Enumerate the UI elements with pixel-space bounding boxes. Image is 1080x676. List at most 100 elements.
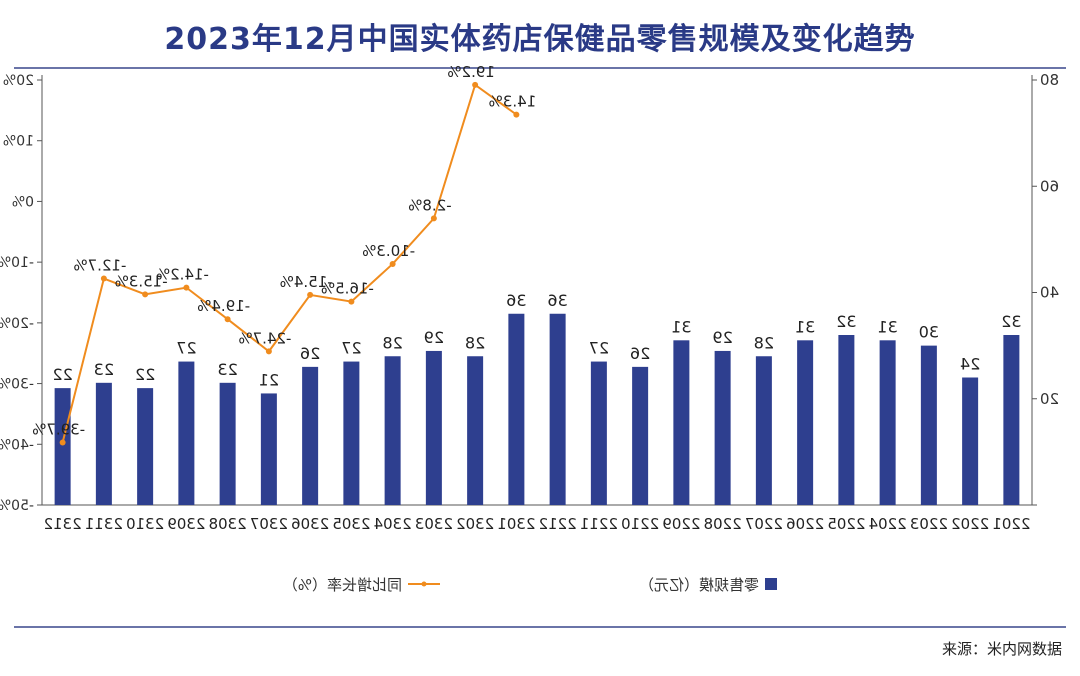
chart-title: 2023年12月中国实体药店保健品零售规模及变化趋势 [164, 22, 916, 57]
x-tick-label: 2208 [704, 515, 742, 533]
line-series [59, 81, 520, 446]
bar-value-label: 21 [259, 370, 279, 389]
x-tick-label: 2310 [126, 515, 164, 533]
line-point [59, 439, 66, 446]
bar [797, 340, 814, 505]
bar [302, 366, 319, 505]
x-tick-label: 2204 [869, 515, 907, 533]
line-value-label: -15.3% [115, 272, 168, 290]
line-value-label: -10.3% [362, 242, 415, 260]
bar [343, 361, 360, 505]
bar-value-label: 32 [1001, 312, 1021, 331]
bar-value-label: 22 [135, 365, 155, 384]
bar [467, 356, 484, 505]
bar [425, 350, 442, 505]
legend-line-label: 同比增长率（%） [283, 576, 402, 594]
x-tick-label: 2206 [786, 515, 824, 533]
bar [1003, 335, 1020, 505]
right-axis-tick-label: -50% [0, 498, 34, 514]
bar [755, 356, 772, 505]
legend: 零售规模（亿元） 同比增长率（%） [283, 576, 777, 594]
bar-value-label: 24 [960, 355, 980, 374]
bar [962, 377, 979, 505]
x-tick-label: 2201 [992, 515, 1030, 533]
bar-series [54, 313, 1020, 505]
x-tick-label: 2209 [662, 515, 700, 533]
bar-value-label: 28 [465, 333, 485, 352]
x-tick-label: 2311 [85, 515, 123, 533]
line-point [513, 111, 520, 118]
line-value-label: -14.2% [156, 266, 209, 284]
right-axis-tick-label: 10% [3, 134, 34, 150]
bar-value-label: 27 [341, 339, 361, 358]
bar-value-label: 29 [424, 328, 444, 347]
legend-bar-label: 零售规模（亿元） [639, 576, 759, 594]
x-tick-label: 2308 [209, 515, 247, 533]
line-value-label: -12.7% [73, 257, 126, 275]
line-point [430, 215, 437, 222]
bar [549, 313, 566, 505]
bar-value-label: 23 [94, 360, 114, 379]
bar-value-label: 31 [671, 317, 691, 336]
line-point [307, 291, 314, 298]
bar [920, 345, 937, 505]
x-tick-label: 2202 [951, 515, 989, 533]
bar [838, 335, 855, 505]
title-rule [14, 67, 1066, 69]
bar-value-label: 23 [217, 360, 237, 379]
x-tick-label: 2309 [167, 515, 205, 533]
right-axis-tick-label: -40% [0, 437, 34, 453]
bar [508, 313, 525, 505]
x-tick-label: 2301 [497, 515, 535, 533]
x-tick-label: 2312 [44, 515, 82, 533]
line-value-label: 14.3% [489, 93, 537, 111]
bar-value-label: 29 [712, 328, 732, 347]
left-axis-tick-label: 40 [1040, 284, 1059, 302]
x-tick-label: 2210 [621, 515, 659, 533]
bar [590, 361, 607, 505]
bar [95, 382, 112, 505]
line-labels: 14.3% 19.2% -2.8% -10.3% -16.5%-15.4% -24.7% -… [32, 63, 536, 439]
x-tick-label: 2304 [374, 515, 412, 533]
line-point [224, 316, 231, 323]
x-tick-label: 2307 [250, 515, 288, 533]
bar-value-label: 31 [877, 317, 897, 336]
line-value-label: -2.8% [408, 196, 452, 214]
bar-value-label: 36 [506, 291, 526, 310]
growth-line [61, 83, 517, 443]
line-point [183, 284, 190, 291]
line-value-label: -39.7% [32, 420, 85, 438]
x-tick-label: 2303 [415, 515, 453, 533]
line-point [348, 298, 355, 305]
bar [260, 393, 277, 505]
x-tick-label: 2302 [456, 515, 494, 533]
x-tick-label: 2203 [910, 515, 948, 533]
bar [714, 350, 731, 505]
bar [137, 388, 154, 505]
right-axis-tick-label: -10% [0, 255, 34, 271]
line-value-label: -15.4% [280, 273, 333, 291]
left-axis-tick-label: 80 [1040, 71, 1059, 89]
right-axis-tick-label: 20% [3, 73, 34, 89]
bar [879, 340, 896, 505]
bar-value-label: 22 [52, 365, 72, 384]
line-point [472, 81, 479, 88]
x-tick-labels: 2201220222032204220522062207220822092210… [44, 515, 1031, 533]
line-point [142, 291, 149, 298]
bar [178, 361, 195, 505]
bar-value-label: 28 [382, 333, 402, 352]
left-axis-tick-label: 60 [1040, 177, 1059, 195]
right-axis-tick-label: -20% [0, 316, 34, 332]
legend-bar-swatch [765, 578, 777, 590]
source-rule [14, 626, 1066, 628]
source-note: 来源：米内网数据 [942, 640, 1063, 658]
left-axis-tick-label: 20 [1040, 390, 1059, 408]
line-value-label: -24.7% [238, 329, 291, 347]
line-value-label: -16.5% [321, 280, 374, 298]
line-value-label: 19.2% [447, 63, 495, 81]
bar [219, 382, 236, 505]
bar [54, 388, 71, 505]
bar-value-label: 32 [836, 312, 856, 331]
line-point [389, 260, 396, 267]
